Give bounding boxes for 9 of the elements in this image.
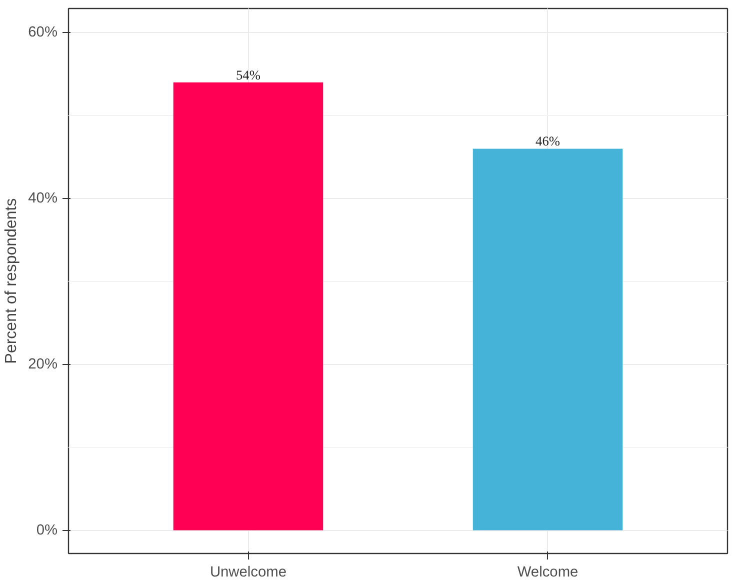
data-label: 46% — [536, 134, 560, 149]
x-tick-label: Unwelcome — [210, 564, 287, 580]
y-tick-label: 20% — [28, 356, 58, 372]
y-axis-title: Percent of respondents — [3, 198, 20, 364]
y-tick-label: 40% — [28, 190, 58, 206]
y-tick-label: 60% — [28, 24, 58, 41]
x-tick-label: Welcome — [517, 564, 578, 580]
y-tick-label: 0% — [36, 522, 58, 538]
data-label: 54% — [236, 67, 260, 82]
